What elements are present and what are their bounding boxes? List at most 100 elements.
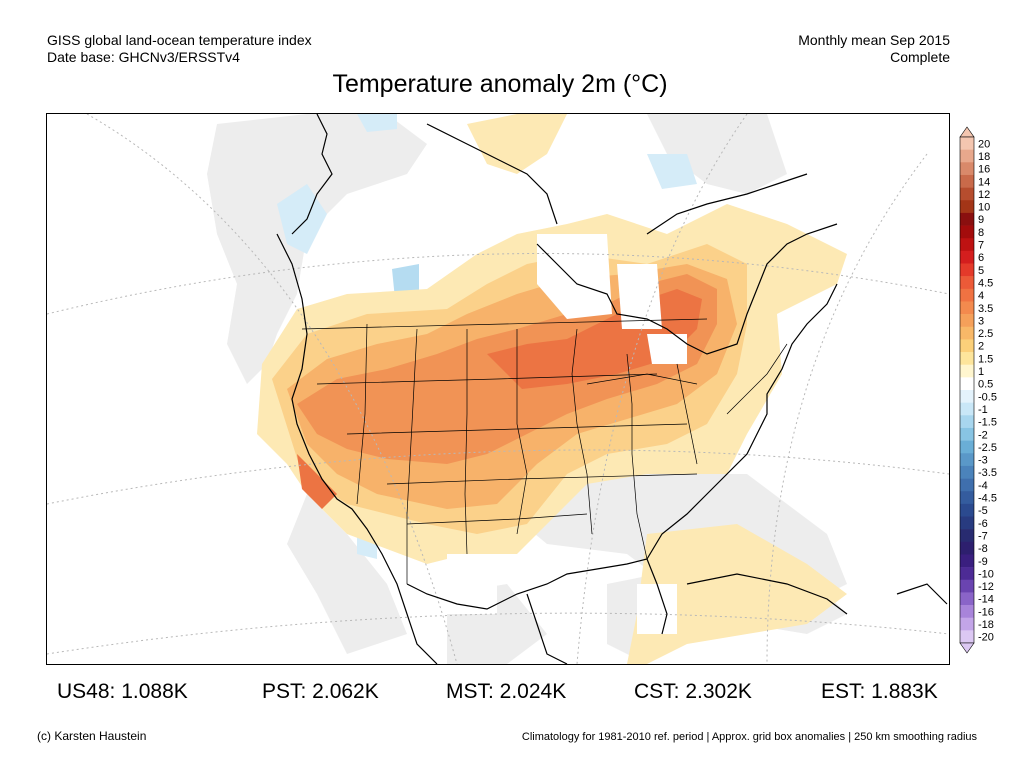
legend-swatch bbox=[960, 314, 974, 328]
legend-tick-label: -20 bbox=[978, 632, 994, 644]
stat-mst: MST: 2.024K bbox=[446, 680, 567, 703]
legend-swatch bbox=[960, 427, 974, 441]
legend-swatch bbox=[960, 440, 974, 454]
legend-swatch bbox=[960, 415, 974, 429]
legend-swatch bbox=[960, 326, 974, 340]
legend-tick-label: -0.5 bbox=[978, 391, 997, 403]
legend-swatch bbox=[960, 605, 974, 618]
legend-swatch bbox=[960, 162, 974, 176]
legend-tick-label: 2.5 bbox=[978, 328, 993, 340]
legend-tick-label: -5 bbox=[978, 505, 988, 517]
legend-swatch bbox=[960, 554, 974, 568]
legend-arrow-top bbox=[959, 126, 975, 138]
legend-swatch bbox=[960, 200, 974, 214]
stat-cst: CST: 2.302K bbox=[634, 680, 752, 703]
legend-tick-label: -10 bbox=[978, 568, 994, 580]
legend-swatch bbox=[960, 453, 974, 467]
legend-swatch bbox=[960, 567, 974, 581]
legend-swatch bbox=[960, 174, 974, 188]
legend-tick-label: 4 bbox=[978, 290, 984, 302]
map-frame bbox=[46, 113, 950, 665]
legend-tick-label: 12 bbox=[978, 189, 990, 201]
legend-swatch bbox=[960, 529, 974, 543]
legend-tick-label: 8 bbox=[978, 227, 984, 239]
legend-tick-label: 3 bbox=[978, 315, 984, 327]
legend-swatch bbox=[960, 352, 974, 365]
legend-tick-label: 0.5 bbox=[978, 379, 993, 391]
map-title: Temperature anomaly 2m (°C) bbox=[332, 70, 668, 98]
legend-tick-label: -1.5 bbox=[978, 417, 997, 429]
legend-swatch bbox=[960, 364, 974, 378]
legend-swatch bbox=[960, 592, 974, 606]
copyright-note: (c) Karsten Haustein bbox=[37, 729, 147, 743]
legend-swatch bbox=[960, 250, 974, 264]
state-borders bbox=[301, 318, 788, 584]
legend-swatch bbox=[960, 149, 974, 163]
legend-swatch bbox=[960, 630, 974, 644]
legend-tick-label: -18 bbox=[978, 619, 994, 631]
database-label: Date base: GHCNv3/ERSSTv4 bbox=[47, 49, 240, 65]
legend-swatch bbox=[960, 579, 974, 593]
anomaly-map bbox=[47, 114, 949, 664]
legend-tick-label: -7 bbox=[978, 530, 988, 542]
header-right: Monthly mean Sep 2015 Complete bbox=[798, 32, 950, 66]
legend-tick-label: -12 bbox=[978, 581, 994, 593]
legend-tick-label: -4 bbox=[978, 480, 988, 492]
legend-tick-label: -3 bbox=[978, 455, 988, 467]
legend-tick-label: 1 bbox=[978, 366, 984, 378]
legend-tick-label: 18 bbox=[978, 151, 990, 163]
color-legend: 20 18 16 14 12 10 9 8 7 6 5 4.5 4 3.5 3 2.5 2 1.5 1 0.5 -0.5… bbox=[958, 125, 1018, 655]
data-gap-regions bbox=[367, 154, 687, 634]
legend-tick-label: 20 bbox=[978, 138, 990, 150]
legend-tick-label: 1.5 bbox=[978, 353, 993, 365]
stat-us48: US48: 1.088K bbox=[57, 680, 188, 703]
legend-tick-label: 2 bbox=[978, 341, 984, 353]
stat-pst: PST: 2.062K bbox=[262, 680, 379, 703]
legend-swatch bbox=[960, 516, 974, 530]
graticule bbox=[47, 114, 949, 664]
legend-tick-label: 9 bbox=[978, 214, 984, 226]
legend-swatch bbox=[960, 288, 974, 302]
legend-tick-label: -4.5 bbox=[978, 493, 997, 505]
legend-tick-label: 3.5 bbox=[978, 303, 993, 315]
legend-tick-label: 6 bbox=[978, 252, 984, 264]
legend-tick-label: -14 bbox=[978, 594, 994, 606]
legend-swatch bbox=[960, 263, 974, 277]
header-left: GISS global land-ocean temperature index… bbox=[47, 32, 312, 66]
stat-est: EST: 1.883K bbox=[821, 680, 938, 703]
legend-tick-label: -3.5 bbox=[978, 467, 997, 479]
legend-swatch bbox=[960, 212, 974, 226]
legend-swatch bbox=[960, 503, 974, 517]
legend-tick-label: -2.5 bbox=[978, 442, 997, 454]
legend-tick-label: -2 bbox=[978, 429, 988, 441]
legend-tick-label: -1 bbox=[978, 404, 988, 416]
regional-stats: US48: 1.088K PST: 2.062K MST: 2.024K CST… bbox=[0, 680, 1024, 706]
legend-tick-label: -6 bbox=[978, 518, 988, 530]
legend-tick-label: -16 bbox=[978, 606, 994, 618]
legend-swatch bbox=[960, 541, 974, 555]
legend-tick-label: 7 bbox=[978, 240, 984, 252]
legend-swatch bbox=[960, 339, 974, 353]
legend-swatch bbox=[960, 390, 974, 403]
dataset-title: GISS global land-ocean temperature index bbox=[47, 32, 312, 48]
legend-swatch bbox=[960, 617, 974, 631]
methodology-note: Climatology for 1981-2010 ref. period | … bbox=[521, 731, 977, 743]
legend-swatch bbox=[960, 465, 974, 479]
coastlines bbox=[276, 114, 948, 664]
legend-swatch bbox=[960, 276, 974, 290]
legend-swatch bbox=[960, 491, 974, 505]
legend-swatch bbox=[960, 301, 974, 315]
legend-swatch bbox=[960, 187, 974, 201]
legend-tick-label: 10 bbox=[978, 202, 990, 214]
period-label: Monthly mean Sep 2015 bbox=[798, 32, 950, 48]
legend-swatch bbox=[960, 137, 974, 150]
legend-tick-label: 4.5 bbox=[978, 277, 993, 289]
legend-arrow-bottom bbox=[959, 642, 975, 654]
legend-tick-label: 14 bbox=[978, 176, 990, 188]
legend-tick-label: 16 bbox=[978, 164, 990, 176]
legend-swatch bbox=[960, 402, 974, 416]
status-label: Complete bbox=[890, 49, 950, 65]
legend-swatch bbox=[960, 377, 974, 391]
legend-colorbar: 201816141210987654.543.532.521.510.5-0.5… bbox=[959, 126, 997, 654]
legend-swatch bbox=[960, 478, 974, 492]
